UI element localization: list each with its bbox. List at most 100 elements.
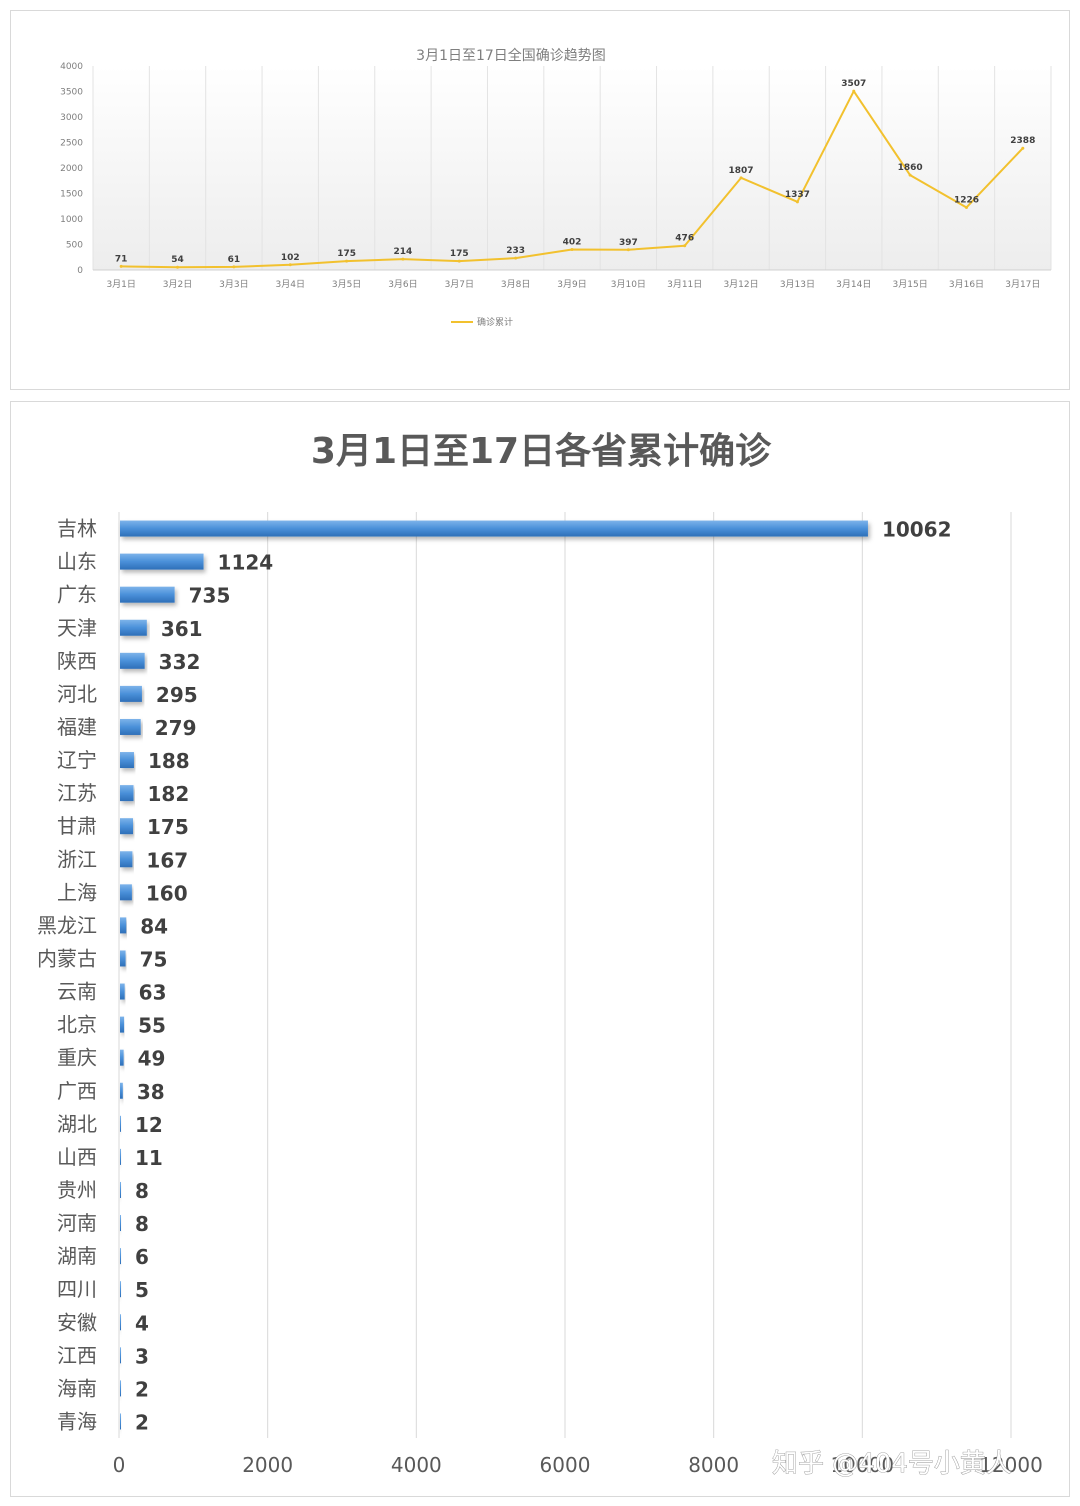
category-label: 湖南 [57, 1244, 97, 1268]
bar [120, 1248, 121, 1265]
data-point [514, 256, 518, 260]
data-point [232, 265, 236, 269]
category-label: 天津 [57, 616, 97, 640]
data-label: 55 [138, 1014, 166, 1038]
data-label: 63 [139, 981, 167, 1005]
bar [120, 652, 145, 669]
chart-title: 3月1日至17日全国确诊趋势图 [416, 47, 606, 64]
category-label: 青海 [57, 1409, 97, 1433]
category-label: 广东 [57, 583, 97, 607]
category-label: 浙江 [57, 847, 97, 871]
x-tick-label: 3月8日 [501, 279, 530, 290]
data-point [739, 176, 743, 180]
category-label: 甘肃 [57, 814, 97, 838]
x-tick-label: 3月12日 [723, 279, 758, 290]
data-label: 11 [135, 1146, 163, 1170]
data-label: 233 [506, 246, 525, 256]
data-label: 361 [161, 617, 203, 641]
data-label: 12 [135, 1113, 163, 1137]
bar [120, 1016, 125, 1033]
bar [120, 1215, 121, 1232]
x-tick-label: 2000 [242, 1453, 293, 1477]
data-label: 476 [675, 234, 694, 244]
bar [120, 1281, 121, 1298]
province-chart-panel: 3月1日至17日各省累计确诊 0 2000 4000 6000 8000 10000 1200… [10, 401, 1070, 1497]
data-label: 1807 [729, 166, 754, 176]
data-label: 54 [171, 255, 184, 265]
x-tick-label: 3月16日 [949, 279, 984, 290]
data-label: 2388 [1010, 136, 1035, 146]
category-label: 山东 [57, 550, 97, 574]
data-label: 1124 [218, 551, 274, 575]
category-label: 海南 [57, 1376, 97, 1400]
category-label: 广西 [57, 1079, 97, 1103]
legend-label: 确诊累计 [477, 316, 513, 328]
data-point [401, 257, 405, 261]
data-label: 188 [148, 749, 190, 773]
data-point [457, 259, 461, 263]
bar [120, 884, 132, 901]
data-label: 84 [140, 914, 168, 938]
bar [120, 553, 204, 570]
chart-title: 3月1日至17日各省累计确诊 [311, 431, 772, 472]
bar [120, 1347, 121, 1364]
data-label: 75 [140, 947, 168, 971]
category-label: 内蒙古 [37, 946, 97, 970]
category-label: 辽宁 [57, 748, 97, 772]
data-point [1021, 146, 1025, 150]
x-tick-label: 3月11日 [667, 279, 702, 290]
data-point [908, 173, 912, 177]
x-tick-label: 3月13日 [780, 279, 815, 290]
data-point [626, 248, 630, 252]
x-tick-label: 0 [113, 1453, 126, 1477]
category-label: 上海 [57, 880, 97, 904]
data-point [852, 89, 856, 93]
bar [120, 1181, 121, 1198]
bar [120, 752, 134, 769]
y-tick-label: 3500 [60, 88, 83, 98]
bar [120, 718, 141, 735]
bar [120, 983, 125, 1000]
category-label: 安徽 [57, 1310, 97, 1334]
data-label: 1860 [898, 163, 923, 173]
data-label: 38 [137, 1080, 165, 1104]
data-label: 2 [135, 1410, 149, 1434]
bar [120, 1314, 121, 1331]
x-tick-label: 3月1日 [106, 279, 135, 290]
x-tick-label: 3月14日 [836, 279, 871, 290]
y-tick-label: 4000 [60, 62, 83, 72]
data-point [288, 263, 292, 267]
bar [120, 1115, 121, 1132]
x-tick-label: 3月15日 [893, 279, 928, 290]
x-tick-label: 3月9日 [557, 279, 586, 290]
trend-chart-panel: 3月1日至17日全国确诊趋势图 0 500 1000 1500 2000 2500 3000 3… [10, 10, 1070, 390]
y-tick-label: 1500 [60, 190, 83, 200]
x-tick-label: 4000 [391, 1453, 442, 1477]
bar [120, 586, 175, 603]
data-label: 61 [228, 255, 241, 265]
data-label: 49 [138, 1047, 166, 1071]
x-tick-label: 12000 [979, 1453, 1043, 1477]
category-label: 吉林 [57, 517, 97, 541]
data-label: 295 [156, 683, 198, 707]
y-tick-label: 1000 [60, 215, 83, 225]
x-tick-label: 3月17日 [1005, 279, 1040, 290]
data-label: 10062 [882, 518, 952, 542]
x-tick-label: 3月5日 [332, 279, 361, 290]
data-label: 160 [146, 881, 188, 905]
data-label: 4 [135, 1311, 149, 1335]
y-tick-label: 500 [66, 241, 83, 251]
data-label: 1226 [954, 195, 979, 205]
bar [120, 950, 126, 967]
bar [120, 619, 147, 636]
data-label: 175 [337, 249, 356, 259]
data-label: 71 [115, 254, 128, 264]
data-label: 735 [189, 584, 231, 608]
data-label: 8 [135, 1212, 149, 1236]
category-label: 四川 [57, 1277, 97, 1301]
y-tick-label: 3000 [60, 113, 83, 123]
data-label: 3 [135, 1344, 149, 1368]
data-point [964, 205, 968, 209]
bar [120, 1413, 121, 1430]
data-label: 8 [135, 1179, 149, 1203]
